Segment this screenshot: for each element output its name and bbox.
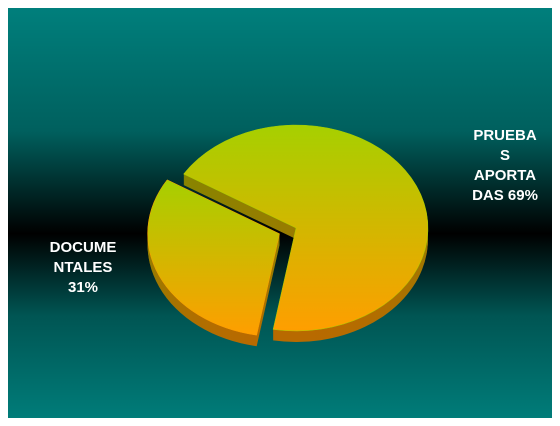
category-label: PRUEBAS APORTADAS <box>472 127 537 204</box>
value-label: 31% <box>67 279 99 296</box>
slice <box>183 124 429 332</box>
slice <box>147 179 280 336</box>
label-1: DOCUMENTALES 31% <box>48 238 118 298</box>
value-label: 69% <box>507 187 538 204</box>
label-0: PRUEBAS APORTADAS 69% <box>470 126 540 206</box>
category-label: DOCUMENTALES <box>49 239 117 276</box>
